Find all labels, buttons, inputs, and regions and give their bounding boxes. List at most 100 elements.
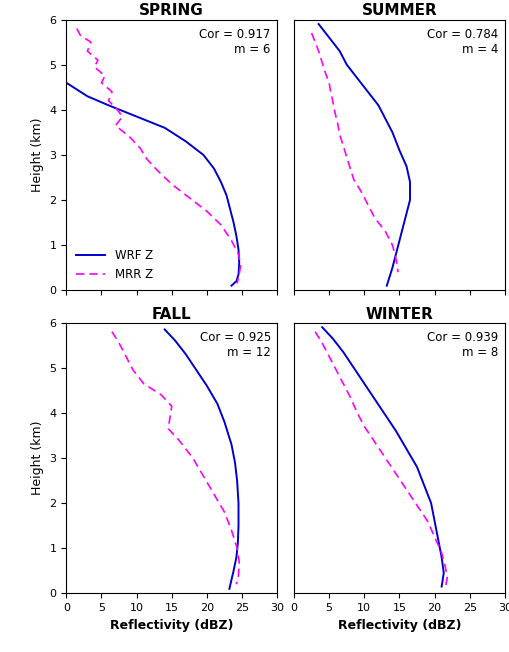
WRF Z <box>388 264 394 272</box>
WRF Z <box>395 237 402 244</box>
MRR Z <box>221 508 227 516</box>
MRR Z <box>228 237 234 244</box>
MRR Z <box>438 549 444 557</box>
WRF Z <box>210 164 216 172</box>
MRR Z <box>237 261 243 269</box>
MRR Z <box>105 97 111 105</box>
MRR Z <box>388 241 394 249</box>
MRR Z <box>382 228 388 235</box>
MRR Z <box>308 29 314 37</box>
MRR Z <box>200 472 206 480</box>
MRR Z <box>74 25 80 33</box>
MRR Z <box>137 144 143 152</box>
MRR Z <box>382 454 388 462</box>
MRR Z <box>204 207 210 215</box>
Line: WRF Z: WRF Z <box>164 329 238 589</box>
MRR Z <box>236 558 242 566</box>
MRR Z <box>91 63 97 71</box>
Legend: WRF Z, MRR Z: WRF Z, MRR Z <box>72 245 156 284</box>
WRF Z <box>223 192 229 200</box>
Text: Cor = 0.917
m = 6: Cor = 0.917 m = 6 <box>199 27 270 55</box>
WRF Z <box>392 427 398 435</box>
MRR Z <box>392 255 398 263</box>
MRR Z <box>189 454 195 462</box>
WRF Z <box>63 79 69 87</box>
WRF Z <box>232 458 238 466</box>
Line: MRR Z: MRR Z <box>112 332 239 584</box>
WRF Z <box>336 47 342 55</box>
MRR Z <box>312 328 318 336</box>
WRF Z <box>427 499 433 507</box>
MRR Z <box>441 585 447 593</box>
WRF Z <box>204 382 210 390</box>
WRF Z <box>329 38 335 46</box>
WRF Z <box>217 178 223 186</box>
WRF Z <box>343 61 349 68</box>
MRR Z <box>371 214 377 222</box>
Title: SPRING: SPRING <box>139 3 204 18</box>
WRF Z <box>182 350 188 358</box>
WRF Z <box>406 178 412 186</box>
Line: MRR Z: MRR Z <box>311 33 398 272</box>
MRR Z <box>130 366 136 374</box>
WRF Z <box>200 151 206 159</box>
MRR Z <box>423 517 430 525</box>
Y-axis label: Height (km): Height (km) <box>31 421 44 496</box>
X-axis label: Reflectivity (dBZ): Reflectivity (dBZ) <box>110 619 233 632</box>
WRF Z <box>235 271 241 278</box>
MRR Z <box>392 470 398 478</box>
MRR Z <box>347 393 353 401</box>
MRR Z <box>112 122 118 130</box>
MRR Z <box>165 424 171 432</box>
MRR Z <box>95 56 101 64</box>
Line: WRF Z: WRF Z <box>322 327 443 587</box>
WRF Z <box>235 499 241 507</box>
MRR Z <box>235 250 241 258</box>
Line: WRF Z: WRF Z <box>318 24 409 286</box>
WRF Z <box>406 196 412 204</box>
MRR Z <box>343 153 349 161</box>
WRF Z <box>230 567 236 574</box>
WRF Z <box>235 246 241 254</box>
MRR Z <box>354 409 360 417</box>
WRF Z <box>233 277 239 285</box>
MRR Z <box>144 155 150 163</box>
WRF Z <box>434 535 440 543</box>
MRR Z <box>234 544 240 552</box>
MRR Z <box>325 79 331 87</box>
Text: Cor = 0.939
m = 8: Cor = 0.939 m = 8 <box>427 331 498 359</box>
MRR Z <box>109 328 115 336</box>
Title: SUMMER: SUMMER <box>361 3 437 18</box>
MRR Z <box>119 113 125 121</box>
MRR Z <box>109 88 115 96</box>
MRR Z <box>210 490 216 498</box>
WRF Z <box>438 554 444 561</box>
WRF Z <box>227 205 233 213</box>
WRF Z <box>234 540 240 548</box>
MRR Z <box>154 167 160 175</box>
MRR Z <box>371 438 377 446</box>
MRR Z <box>235 571 241 579</box>
WRF Z <box>382 115 388 123</box>
WRF Z <box>371 396 377 404</box>
MRR Z <box>331 108 337 116</box>
Line: MRR Z: MRR Z <box>315 332 446 589</box>
MRR Z <box>394 268 401 276</box>
MRR Z <box>336 130 342 138</box>
WRF Z <box>413 463 419 471</box>
MRR Z <box>431 533 437 541</box>
WRF Z <box>228 282 234 289</box>
WRF Z <box>360 379 366 387</box>
MRR Z <box>329 97 335 105</box>
WRF Z <box>236 259 242 267</box>
WRF Z <box>70 83 76 91</box>
Y-axis label: Height (km): Height (km) <box>31 117 44 192</box>
MRR Z <box>340 379 346 387</box>
WRF Z <box>226 585 232 593</box>
MRR Z <box>217 221 223 229</box>
MRR Z <box>327 88 333 96</box>
WRF Z <box>172 337 178 345</box>
WRF Z <box>403 162 409 170</box>
X-axis label: Reflectivity (dBZ): Reflectivity (dBZ) <box>337 619 460 632</box>
MRR Z <box>228 526 234 534</box>
